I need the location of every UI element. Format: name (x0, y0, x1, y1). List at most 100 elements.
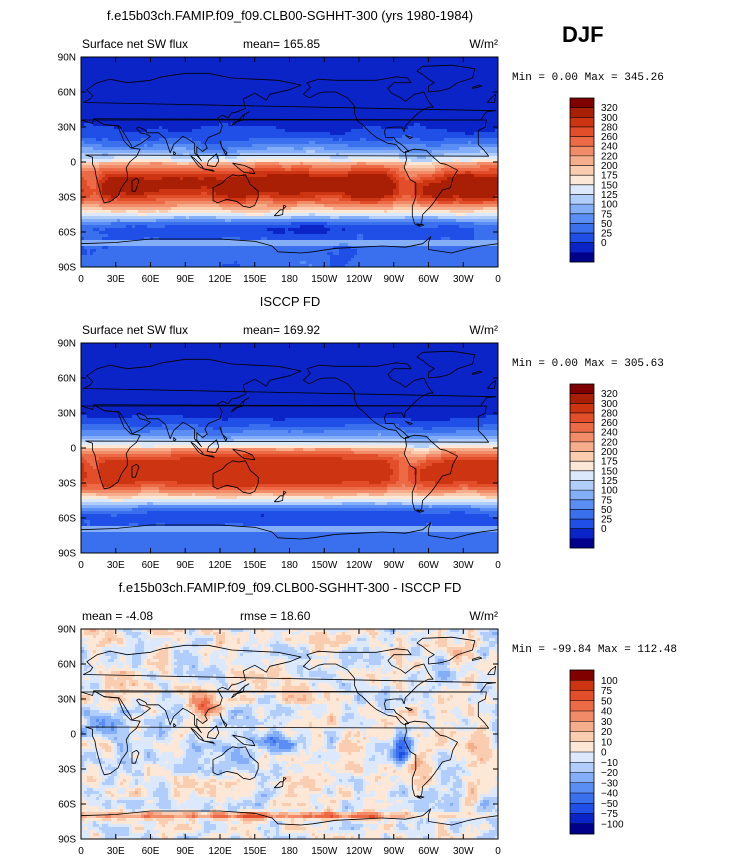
colorbar-swatch (570, 813, 594, 825)
coastlines (81, 636, 498, 839)
colorbar-label: 125 (601, 190, 618, 201)
x-tick-label: 90E (176, 274, 194, 285)
colorbar-swatch (570, 204, 594, 215)
colorbar-label: −20 (601, 768, 618, 779)
panel-minmax: Min = -99.84 Max = 112.48 (512, 644, 677, 656)
colorbar-label: 100 (601, 200, 618, 211)
x-tick-label: 60E (142, 846, 160, 857)
colorbar-swatch (570, 793, 594, 804)
colorbar-label: 125 (601, 476, 618, 487)
colorbar-label: 75 (601, 686, 613, 697)
colorbar-label: 100 (601, 676, 618, 687)
panel-center-string: rmse = 18.60 (240, 609, 311, 623)
colorbar-swatch (570, 223, 594, 234)
panel-title: f.e15b03ch.FAMIP.f09_f09.CLB00-SGHHT-300… (107, 8, 473, 23)
colorbar-swatch (570, 146, 594, 157)
colorbar-swatch (570, 155, 594, 166)
colorbar-label: −10 (601, 758, 618, 769)
y-tick-label: 60N (58, 374, 76, 385)
x-tick-label: 120E (208, 560, 232, 571)
x-tick-label: 150W (311, 560, 338, 571)
y-tick-label: 30N (58, 695, 76, 706)
colorbar-swatch (570, 432, 594, 443)
y-tick-label: 90N (58, 53, 76, 64)
colorbar-swatch (570, 470, 594, 481)
colorbar-swatch (570, 384, 594, 394)
colorbar-swatch (570, 233, 594, 244)
x-tick-label: 60E (142, 274, 160, 285)
panel-left-string: mean = -4.08 (82, 609, 153, 623)
map-panel-3: f.e15b03ch.FAMIP.f09_f09.CLB00-SGHHT-300… (58, 580, 677, 857)
x-tick-label: 0 (78, 274, 84, 285)
colorbar-label: 260 (601, 418, 618, 429)
x-tick-label: 180 (281, 560, 298, 571)
y-tick-label: 30S (58, 193, 76, 204)
x-tick-label: 60W (418, 560, 439, 571)
colorbar-swatch (570, 126, 594, 137)
panel-minmax: Min = 0.00 Max = 345.26 (512, 72, 664, 84)
colorbar-label: 220 (601, 437, 618, 448)
x-tick-label: 60W (418, 274, 439, 285)
x-tick-label: 150W (311, 274, 338, 285)
colorbar-swatch (570, 528, 594, 539)
colorbar-label: 0 (601, 748, 607, 759)
y-tick-label: 60S (58, 514, 76, 525)
y-tick-label: 90N (58, 625, 76, 636)
field-raster (81, 57, 498, 267)
colorbar-swatch (570, 490, 594, 501)
x-tick-label: 120W (346, 560, 373, 571)
colorbar-swatch (570, 690, 594, 702)
panel-minmax: Min = 0.00 Max = 305.63 (512, 358, 664, 370)
x-tick-label: 0 (78, 846, 84, 857)
y-tick-label: 30S (58, 479, 76, 490)
x-tick-label: 60E (142, 560, 160, 571)
colorbar-label: −75 (601, 809, 618, 820)
y-tick-label: 0 (70, 444, 76, 455)
y-tick-label: 60N (58, 88, 76, 99)
colorbar-label: 200 (601, 447, 618, 458)
colorbar-label: 320 (601, 389, 618, 400)
colorbar-label: 10 (601, 737, 613, 748)
x-tick-label: 90E (176, 846, 194, 857)
coastlines (81, 350, 498, 553)
colorbar-swatch (570, 242, 594, 253)
x-tick-label: 0 (495, 846, 501, 857)
x-tick-label: 120E (208, 846, 232, 857)
colorbar-swatch (570, 700, 594, 712)
y-tick-label: 90N (58, 339, 76, 350)
colorbar-swatch (570, 519, 594, 530)
colorbar-label: 320 (601, 103, 618, 114)
colorbar-label: 300 (601, 113, 618, 124)
colorbar-swatch (570, 772, 594, 784)
colorbar-swatch (570, 194, 594, 205)
colorbar-swatch (570, 762, 594, 773)
x-tick-label: 150E (243, 846, 267, 857)
colorbar-label: −40 (601, 789, 618, 800)
y-tick-label: 0 (70, 730, 76, 741)
x-tick-label: 120E (208, 274, 232, 285)
coastlines (81, 64, 498, 267)
colorbar-swatch (570, 823, 594, 835)
season-label: DJF (562, 22, 604, 47)
x-tick-label: 120W (346, 274, 373, 285)
colorbar-swatch (570, 117, 594, 128)
colorbar-label: 220 (601, 151, 618, 162)
panel-center-string: mean= 169.92 (243, 323, 320, 337)
panel-center-string: mean= 165.85 (243, 37, 320, 51)
x-tick-label: 30W (453, 560, 474, 571)
y-tick-label: 30N (58, 409, 76, 420)
colorbar-swatch (570, 711, 594, 722)
colorbar-swatch (570, 499, 594, 510)
panel-units: W/m² (469, 37, 498, 51)
x-tick-label: 30E (107, 560, 125, 571)
colorbar-swatch (570, 680, 594, 691)
colorbar-label: 175 (601, 457, 618, 468)
colorbar-swatch (570, 412, 594, 423)
x-tick-label: 30W (453, 846, 474, 857)
colorbar-label: 280 (601, 122, 618, 133)
colorbar-label: 240 (601, 428, 618, 439)
y-tick-label: 30S (58, 765, 76, 776)
colorbar-label: 300 (601, 399, 618, 410)
